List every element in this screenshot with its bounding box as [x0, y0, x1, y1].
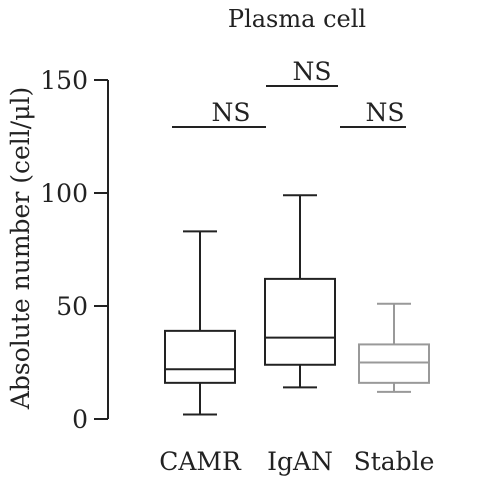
y-axis-ticks: 0 50 100 150 [40, 66, 108, 434]
y-tick-label: 150 [40, 66, 88, 95]
significance-label: NS [211, 98, 250, 127]
interquartile-box [358, 343, 430, 384]
significance-igan-stable: NS [340, 98, 406, 128]
x-tick-label: CAMR [159, 447, 242, 476]
significance-camr-igan: NS [172, 98, 266, 128]
y-axis-label: Absolute number (cell/μl) [6, 87, 35, 410]
y-tick-label: 100 [40, 179, 88, 208]
significance-label: NS [365, 98, 404, 127]
interquartile-box [264, 277, 336, 366]
x-tick-label: Stable [354, 447, 435, 476]
y-tick-label: 50 [56, 292, 88, 321]
y-tick-label: 0 [72, 405, 88, 434]
significance-annotations: NS NS NS [172, 57, 406, 128]
box-igan [264, 194, 336, 389]
interquartile-box [164, 329, 236, 384]
x-axis-tick-labels: CAMR IgAN Stable [159, 447, 434, 476]
chart-title: Plasma cell [228, 5, 366, 33]
box-camr [164, 230, 236, 416]
box-stable [358, 302, 430, 393]
significance-camr-stable: NS [266, 57, 338, 87]
x-tick-label: IgAN [267, 447, 333, 476]
boxes-group [164, 194, 430, 416]
significance-label: NS [292, 57, 331, 86]
